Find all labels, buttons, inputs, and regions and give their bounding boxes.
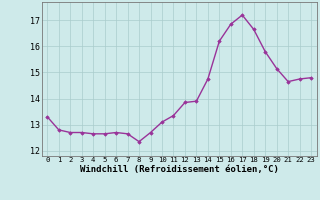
X-axis label: Windchill (Refroidissement éolien,°C): Windchill (Refroidissement éolien,°C) bbox=[80, 165, 279, 174]
